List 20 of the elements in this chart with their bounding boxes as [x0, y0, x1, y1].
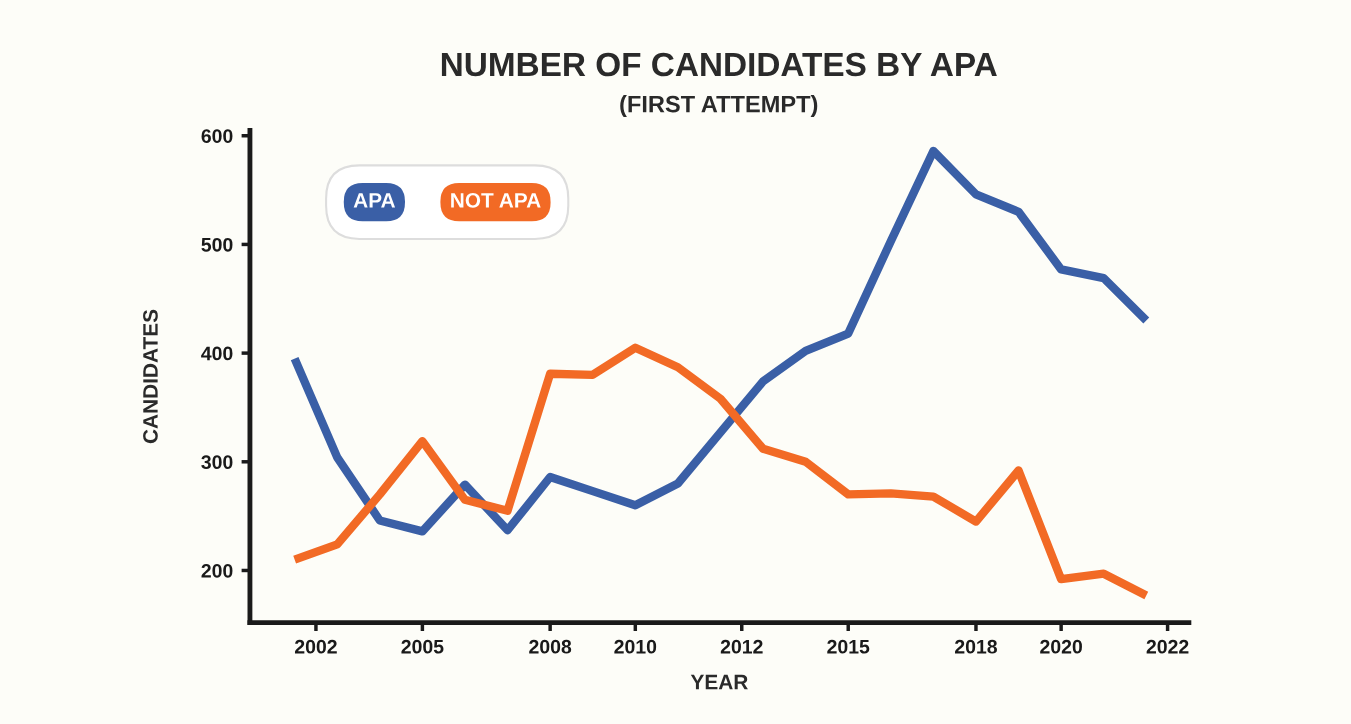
x-tick-label: 2018: [955, 639, 997, 654]
x-tick-label: 2022: [1146, 639, 1189, 654]
text: APA: [353, 193, 396, 208]
x-tick-label: 2010: [614, 639, 657, 654]
x-tick-label: 2008: [529, 639, 572, 654]
chart-subtitle: (FIRST ATTEMPT): [620, 95, 818, 118]
y-tick-label: 600: [201, 129, 233, 143]
x-tick-label: 2005: [401, 639, 444, 654]
y-tick-label: 400: [201, 346, 233, 361]
y-tick-label: 500: [201, 237, 233, 252]
y-tick-label: 200: [201, 563, 233, 578]
y-axis-title: CANDIDATES: [143, 309, 158, 444]
y-tick-label: 300: [201, 455, 233, 470]
chart-title: NUMBER OF CANDIDATES BY APA: [441, 52, 997, 77]
x-tick-label: 2015: [827, 639, 870, 654]
x-axis-title: YEAR: [690, 674, 748, 690]
x-tick-label: 2002: [294, 639, 337, 654]
x-tick-label: 2012: [720, 639, 763, 654]
text: NOT APA: [451, 192, 541, 208]
x-tick-label: 2020: [1040, 639, 1082, 654]
